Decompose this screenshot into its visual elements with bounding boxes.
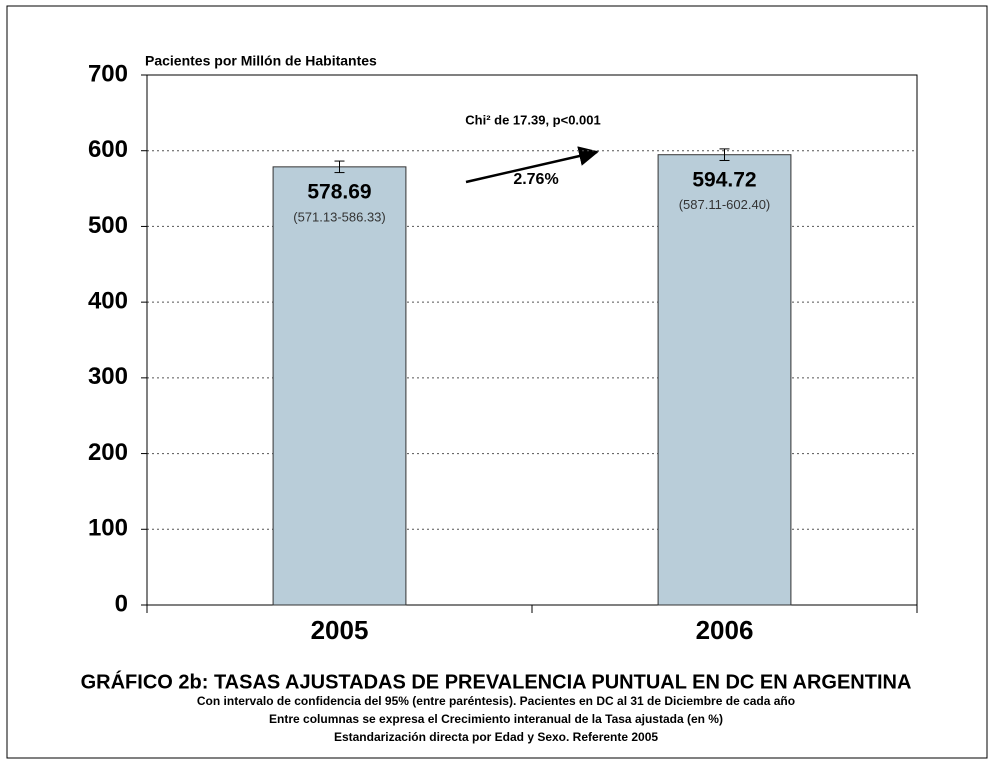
bar bbox=[272, 166, 407, 606]
subtitle: Estandarización directa por Edad y Sexo.… bbox=[334, 730, 658, 744]
annotation: 2.76% bbox=[513, 171, 558, 188]
y-tick-label: 200 bbox=[88, 439, 128, 466]
plot-frame bbox=[146, 74, 918, 606]
growth-arrow bbox=[465, 146, 599, 184]
chart-title: GRÁFICO 2b: TASAS AJUSTADAS DE PREVALENC… bbox=[81, 670, 912, 693]
value-label: 594.72 bbox=[692, 168, 756, 191]
y-axis-label: Pacientes por Millón de Habitantes bbox=[145, 53, 377, 69]
y-tick-label: 0 bbox=[115, 590, 128, 617]
y-tick-label: 300 bbox=[88, 363, 128, 390]
bar bbox=[657, 154, 792, 606]
annotation: Chi² de 17.39, p<0.001 bbox=[465, 112, 600, 127]
y-tick-label: 700 bbox=[88, 60, 128, 87]
subtitle: Entre columnas se expresa el Crecimiento… bbox=[269, 712, 723, 726]
value-label: 578.69 bbox=[307, 180, 371, 203]
ci-label: (571.13-586.33) bbox=[293, 209, 386, 224]
y-tick-label: 500 bbox=[88, 212, 128, 239]
x-tick-label: 2006 bbox=[696, 615, 754, 645]
outer-frame bbox=[6, 5, 988, 759]
y-tick-label: 100 bbox=[88, 515, 128, 542]
y-tick-label: 600 bbox=[88, 136, 128, 163]
x-tick-label: 2005 bbox=[311, 615, 369, 645]
y-tick-label: 400 bbox=[88, 287, 128, 314]
subtitle: Con intervalo de confidencia del 95% (en… bbox=[197, 694, 795, 708]
ci-label: (587.11-602.40) bbox=[679, 197, 771, 212]
